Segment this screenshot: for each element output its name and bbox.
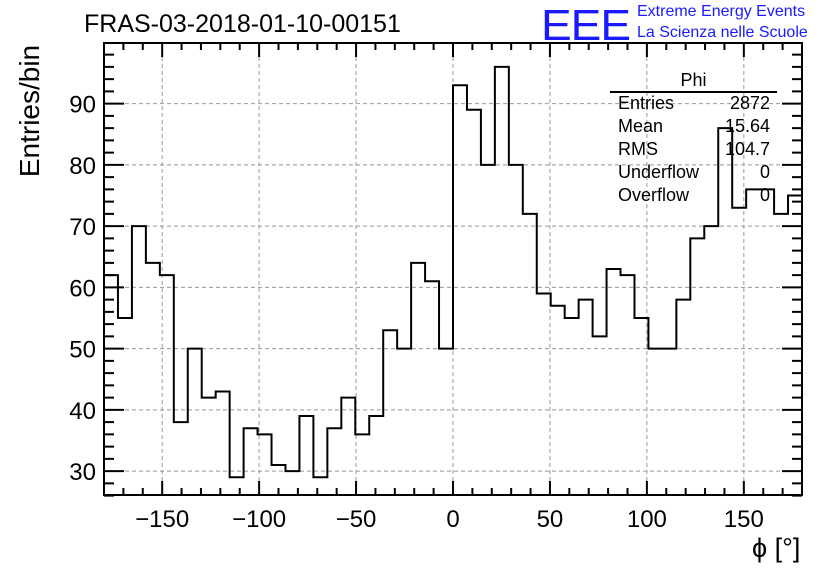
- logo-line1: Extreme Energy Events: [637, 3, 806, 20]
- histogram-bin: [662, 349, 676, 495]
- histogram-bin: [188, 349, 202, 495]
- histogram-line: [103, 65, 803, 495]
- x-axis-label: ϕ [°]: [752, 533, 801, 563]
- histogram-bin: [146, 263, 160, 495]
- histogram-bin: [607, 269, 621, 495]
- y-tick-label: 70: [69, 214, 96, 241]
- histogram-bin: [383, 330, 397, 495]
- histogram-bin: [648, 349, 662, 495]
- histogram-bin: [467, 110, 481, 495]
- y-tick-label: 80: [69, 153, 96, 180]
- x-tick-label: −100: [232, 506, 286, 533]
- histogram-bin: [509, 165, 523, 495]
- histogram-bin: [481, 165, 495, 495]
- histogram-bin: [132, 226, 146, 495]
- y-tick-label: 60: [69, 275, 96, 302]
- histogram-bin: [453, 85, 467, 495]
- stats-label: Entries: [618, 93, 675, 113]
- stats-value: 0: [759, 162, 770, 182]
- histogram-bin: [174, 422, 188, 495]
- histogram-bin: [244, 428, 258, 495]
- histogram-bin: [746, 189, 760, 495]
- stats-label: Mean: [618, 116, 664, 136]
- histogram-bin: [397, 349, 411, 495]
- histogram-bin: [216, 391, 230, 495]
- chart-title: FRAS-03-2018-01-10-00151: [84, 10, 401, 38]
- y-tick-label: 30: [69, 459, 96, 486]
- y-tick-label: 50: [69, 337, 96, 364]
- y-axis-label: Entries/bin: [14, 44, 45, 178]
- stats-value: 0: [759, 185, 770, 205]
- eee-logo: EEE: [541, 0, 631, 50]
- histogram-bin: [439, 349, 453, 495]
- histogram-bin: [341, 398, 355, 495]
- histogram-bin: [537, 293, 551, 495]
- histogram-bin: [718, 128, 732, 495]
- histogram-bin: [202, 398, 216, 495]
- histogram-bin: [230, 477, 244, 495]
- y-tick-label: 40: [69, 398, 96, 425]
- stats-value: 15.64: [724, 116, 770, 136]
- histogram-bin: [299, 416, 313, 495]
- histogram-bin: [565, 318, 579, 495]
- histogram-bin: [704, 226, 718, 495]
- histogram-bin: [355, 434, 369, 495]
- histogram-bin: [327, 428, 341, 495]
- histogram-bin: [732, 208, 746, 495]
- histogram-bin: [593, 336, 607, 495]
- stats-label: RMS: [618, 139, 658, 159]
- histogram-bin: [495, 67, 509, 495]
- y-tick-label: 90: [69, 92, 96, 119]
- x-tick-label: 0: [446, 506, 459, 533]
- x-tick-label: −50: [336, 506, 377, 533]
- stats-name: Phi: [680, 70, 707, 90]
- histogram-bin: [411, 263, 425, 495]
- histogram-bin: [579, 300, 593, 495]
- histogram-bin: [523, 214, 537, 495]
- logo-line2: La Scienza nelle Scuole: [637, 24, 808, 41]
- histogram-bin: [313, 477, 327, 495]
- histogram-bin: [774, 214, 788, 495]
- x-tick-label: 100: [627, 506, 667, 533]
- stats-value: 104.7: [724, 139, 770, 159]
- histogram-bin: [788, 196, 802, 495]
- histogram-bin: [425, 281, 439, 495]
- stats-value: 2872: [729, 93, 770, 113]
- stats-label: Underflow: [618, 162, 700, 182]
- histogram-bin: [369, 416, 383, 495]
- x-tick-label: 150: [724, 506, 764, 533]
- histogram-bin: [160, 275, 174, 495]
- x-tick-label: −150: [135, 506, 189, 533]
- histogram-bin: [760, 189, 774, 495]
- histogram-bin: [676, 300, 690, 495]
- histogram-bin: [621, 275, 635, 495]
- histogram-bin: [118, 318, 132, 495]
- histogram-bin: [551, 306, 565, 495]
- histogram-bin: [634, 318, 648, 495]
- stats-label: Overflow: [618, 185, 690, 205]
- histogram-bin: [690, 238, 704, 495]
- x-tick-label: 50: [537, 506, 564, 533]
- stats-divider: [610, 91, 777, 93]
